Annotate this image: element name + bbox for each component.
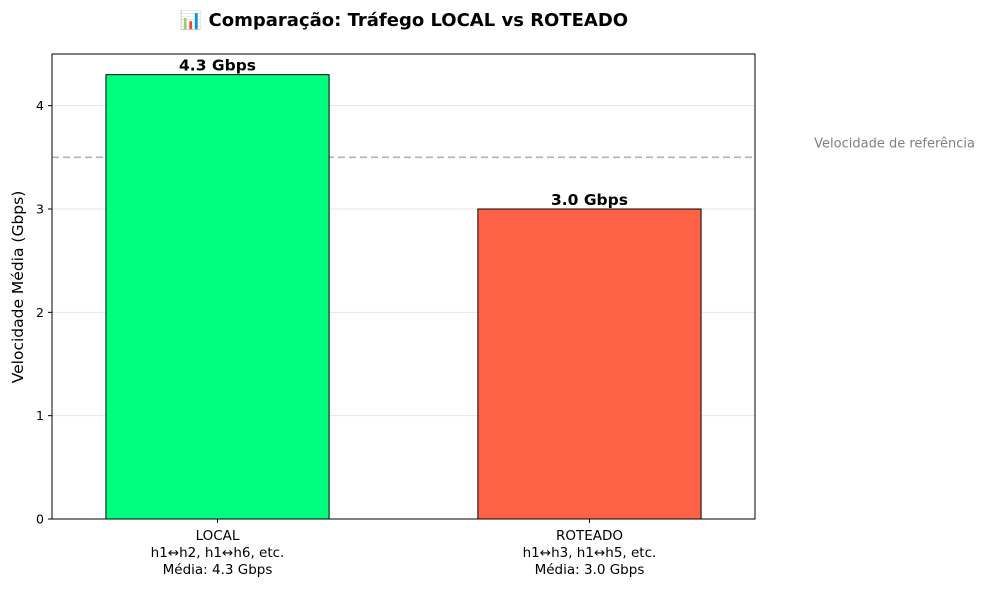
y-tick-label: 1	[36, 408, 44, 423]
chart-title: 📊 Comparação: Tráfego LOCAL vs ROTEADO	[180, 9, 628, 31]
y-axis-label: Velocidade Média (Gbps)	[9, 191, 27, 384]
x-tick-label: h1↔h2, h1↔h6, etc.	[151, 545, 285, 561]
y-tick-label: 0	[36, 512, 44, 527]
x-tick-label: Média: 3.0 Gbps	[535, 562, 645, 578]
y-tick-label: 3	[36, 202, 44, 217]
data-label: 3.0 Gbps	[551, 191, 628, 209]
bars	[105, 74, 702, 520]
data-labels: 4.3 Gbps 3.0 Gbps	[179, 57, 628, 209]
bar	[477, 208, 702, 520]
y-axis-ticks: 0 1 2 3 4	[36, 98, 52, 527]
reference-line-label: Velocidade de referência	[814, 136, 975, 151]
y-tick-label: 2	[36, 305, 44, 320]
bar	[105, 74, 330, 520]
x-tick-label: LOCAL	[196, 528, 240, 544]
x-tick-label: Média: 4.3 Gbps	[163, 562, 273, 578]
x-tick-label: h1↔h3, h1↔h5, etc.	[523, 545, 657, 561]
y-tick-label: 4	[36, 98, 44, 113]
data-label: 4.3 Gbps	[179, 57, 256, 75]
x-tick-label: ROTEADO	[556, 528, 623, 544]
plot-frame	[51, 53, 756, 520]
reference-line-group: Velocidade de referência	[52, 136, 975, 159]
